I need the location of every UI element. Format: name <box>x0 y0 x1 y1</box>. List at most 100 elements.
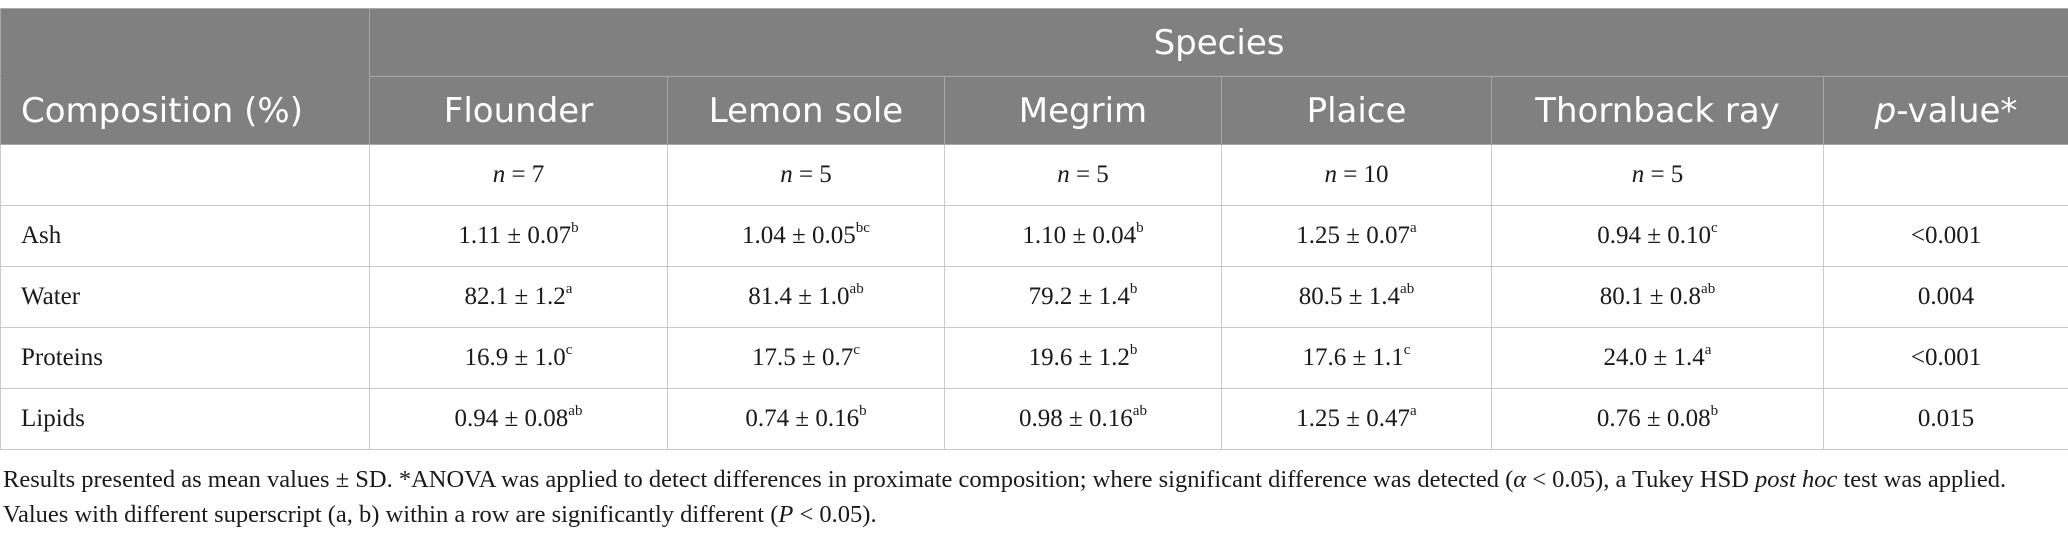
cell-superscript: b <box>1129 280 1138 297</box>
row-label: Water <box>0 266 370 328</box>
n-symbol: n <box>780 161 793 188</box>
n-symbol: n <box>1057 161 1070 188</box>
cell-value: 0.76 ± 0.08 <box>1596 405 1711 432</box>
cell-value: 24.0 ± 1.4 <box>1603 344 1705 371</box>
cell-superscript: ab <box>1400 280 1415 297</box>
sample-size-cell: n = 10 <box>1221 144 1492 206</box>
column-header-lemon-sole: Lemon sole <box>667 76 945 145</box>
cell-superscript: b <box>1710 402 1719 419</box>
footnote-text: < 0.05), a Tukey HSD <box>1526 466 1756 493</box>
data-cell: 0.98 ± 0.16ab <box>944 388 1222 450</box>
cell-value: 0.74 ± 0.16 <box>745 405 860 432</box>
cell-value: 1.11 ± 0.07 <box>458 222 572 249</box>
cell-superscript: b <box>1136 219 1144 236</box>
cell-value: 0.94 ± 0.10 <box>1597 222 1712 249</box>
n-value: = 5 <box>1069 161 1109 188</box>
data-cell: 1.25 ± 0.47a <box>1221 388 1492 450</box>
cell-value: 1.25 ± 0.47 <box>1296 405 1411 432</box>
column-header-thornback-ray: Thornback ray <box>1491 76 1824 145</box>
cell-value: 0.94 ± 0.08 <box>454 405 569 432</box>
header-corner <box>0 8 370 77</box>
data-cell: 0.94 ± 0.08ab <box>369 388 668 450</box>
footnote-posthoc: post hoc <box>1755 466 1838 493</box>
table-row-proteins: Proteins 16.9 ± 1.0c 17.5 ± 0.7c 19.6 ± … <box>0 327 2068 389</box>
row-label: Proteins <box>0 327 370 389</box>
table-row-water: Water 82.1 ± 1.2a 81.4 ± 1.0ab 79.2 ± 1.… <box>0 266 2068 328</box>
cell-superscript: ab <box>1132 402 1147 419</box>
cell-superscript: a <box>1410 402 1417 419</box>
cell-superscript: b <box>859 402 867 419</box>
n-value: = 5 <box>792 161 832 188</box>
column-header-plaice: Plaice <box>1221 76 1492 145</box>
cell-superscript: b <box>1129 341 1138 358</box>
cell-superscript: a <box>1704 341 1712 358</box>
cell-superscript: c <box>565 341 573 358</box>
data-cell: 24.0 ± 1.4a <box>1491 327 1824 389</box>
cell-value: 80.5 ± 1.4 <box>1298 283 1401 310</box>
cell-superscript: b <box>571 219 579 236</box>
sample-size-cell: n = 5 <box>944 144 1222 206</box>
table-row-ash: Ash 1.11 ± 0.07b 1.04 ± 0.05bc 1.10 ± 0.… <box>0 205 2068 267</box>
n-value: = 5 <box>1644 161 1684 188</box>
cell-value: 0.98 ± 0.16 <box>1019 405 1133 432</box>
data-cell: 80.5 ± 1.4ab <box>1221 266 1492 328</box>
data-cell: 80.1 ± 0.8ab <box>1491 266 1824 328</box>
n-symbol: n <box>492 161 506 188</box>
pvalue-cell: <0.001 <box>1822 205 2068 267</box>
data-cell: 19.6 ± 1.2b <box>944 327 1222 389</box>
footnote-text: Results presented as mean values ± SD. *… <box>3 466 1514 493</box>
n-symbol: n <box>1324 161 1337 188</box>
column-header-megrim: Megrim <box>944 76 1222 145</box>
column-header-flounder: Flounder <box>369 76 668 145</box>
data-cell: 17.6 ± 1.1c <box>1221 327 1492 389</box>
sample-size-cell: n = 7 <box>369 144 668 206</box>
data-cell: 1.11 ± 0.07b <box>369 205 668 267</box>
table-row-lipids: Lipids 0.94 ± 0.08ab 0.74 ± 0.16b 0.98 ±… <box>0 388 2068 450</box>
row-label: Ash <box>0 205 370 267</box>
cell-superscript: a <box>565 280 573 297</box>
cell-superscript: a <box>1410 219 1417 236</box>
n-value: = 7 <box>505 161 545 188</box>
cell-value: 82.1 ± 1.2 <box>464 283 566 310</box>
data-cell: 0.74 ± 0.16b <box>667 388 945 450</box>
cell-value: 17.6 ± 1.1 <box>1302 344 1404 371</box>
cell-value: 79.2 ± 1.4 <box>1028 283 1130 310</box>
data-cell: 1.10 ± 0.04b <box>944 205 1222 267</box>
data-cell: 82.1 ± 1.2a <box>369 266 668 328</box>
cell-superscript: bc <box>855 219 870 236</box>
data-cell: 16.9 ± 1.0c <box>369 327 668 389</box>
data-cell: 1.25 ± 0.07a <box>1221 205 1492 267</box>
data-cell: 0.94 ± 0.10c <box>1491 205 1824 267</box>
row-label: Lipids <box>0 388 370 450</box>
composition-header: Composition (%) <box>0 76 370 145</box>
cell-superscript: ab <box>849 280 864 297</box>
pvalue-cell: 0.015 <box>1822 388 2068 450</box>
cell-superscript: ab <box>1701 280 1716 297</box>
pvalue-header-p: p <box>1874 90 1897 131</box>
pvalue-cell: <0.001 <box>1822 327 2068 389</box>
cell-superscript: c <box>1403 341 1411 358</box>
pvalue-header-rest: -value* <box>1896 90 2018 131</box>
cell-value: 81.4 ± 1.0 <box>748 283 850 310</box>
cell-superscript: c <box>853 341 860 358</box>
cell-value: 1.25 ± 0.07 <box>1296 222 1411 249</box>
n-symbol: n <box>1631 161 1645 188</box>
data-cell: 81.4 ± 1.0ab <box>667 266 945 328</box>
sample-size-label-cell <box>0 144 370 206</box>
proximate-composition-table: Species Composition (%) Flounder Lemon s… <box>0 8 2068 450</box>
data-cell: 1.04 ± 0.05bc <box>667 205 945 267</box>
cell-value: 80.1 ± 0.8 <box>1599 283 1702 310</box>
header-row-columns: Composition (%) Flounder Lemon sole Megr… <box>0 76 2068 145</box>
data-cell: 17.5 ± 0.7c <box>667 327 945 389</box>
table-footnote: Results presented as mean values ± SD. *… <box>3 462 2063 532</box>
footnote-text: test was applied. Values with different … <box>3 466 2007 528</box>
footnote-text: < 0.05). <box>793 501 877 528</box>
sample-size-cell: n = 5 <box>1491 144 1824 206</box>
cell-value: 1.04 ± 0.05 <box>742 222 856 249</box>
cell-value: 1.10 ± 0.04 <box>1022 222 1137 249</box>
sample-size-pvalue-cell <box>1822 144 2068 206</box>
composition-table-container: Species Composition (%) Flounder Lemon s… <box>0 8 2068 450</box>
cell-value: 17.5 ± 0.7 <box>752 344 854 371</box>
data-cell: 0.76 ± 0.08b <box>1491 388 1824 450</box>
cell-value: 19.6 ± 1.2 <box>1028 344 1130 371</box>
